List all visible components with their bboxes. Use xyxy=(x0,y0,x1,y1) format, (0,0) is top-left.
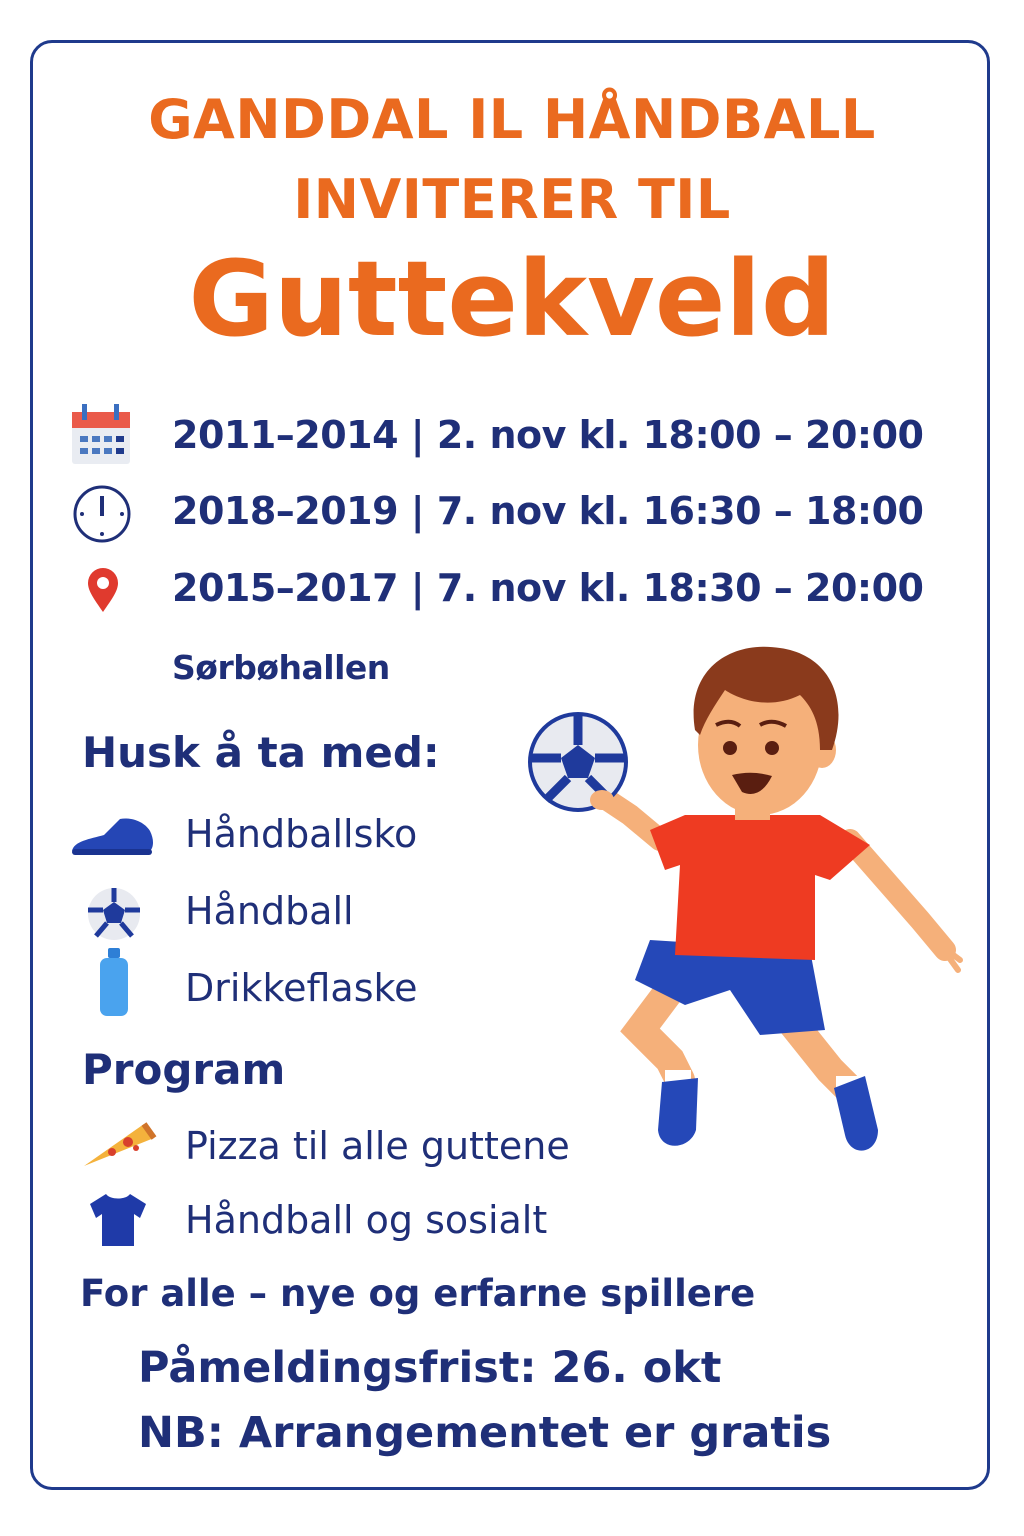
title-line-1: GANDDAL IL HÅNDBALL xyxy=(148,88,876,151)
poster-border xyxy=(30,40,990,1490)
bring-heading: Husk å ta med: xyxy=(82,728,440,777)
free-note-text: NB: Arrangementet er gratis xyxy=(138,1408,832,1458)
calendar-icon xyxy=(72,404,130,464)
bottle-icon xyxy=(100,948,128,1016)
schedule-line-3: 2015–2017 | 7. nov kl. 18:30 – 20:00 xyxy=(172,566,924,610)
bring-item: Håndball xyxy=(185,889,354,933)
program-heading: Program xyxy=(82,1045,286,1094)
location-pin-icon xyxy=(88,568,118,612)
title-line-2: INVITERER TIL xyxy=(293,168,731,231)
program-item: Pizza til alle guttene xyxy=(185,1124,570,1168)
program-item: Håndball og sosialt xyxy=(185,1198,548,1242)
shirt-icon xyxy=(90,1194,146,1246)
clock-icon xyxy=(73,485,131,543)
ball-icon xyxy=(88,888,140,940)
bring-item: Drikkeflaske xyxy=(185,966,418,1010)
deadline-text: Påmeldingsfrist: 26. okt xyxy=(138,1343,722,1393)
schedule-line-1: 2011–2014 | 2. nov kl. 18:00 – 20:00 xyxy=(172,413,924,457)
venue: Sørbøhallen xyxy=(172,648,390,687)
audience-text: For alle – nye og erfarne spillere xyxy=(80,1272,756,1315)
schedule-line-2: 2018–2019 | 7. nov kl. 16:30 – 18:00 xyxy=(172,489,924,533)
shoe-icon xyxy=(72,818,153,855)
boy-with-handball-illustration xyxy=(528,646,963,1151)
pizza-icon xyxy=(84,1122,157,1166)
bring-item: Håndballsko xyxy=(185,812,418,856)
event-title: Guttekveld xyxy=(188,238,836,360)
